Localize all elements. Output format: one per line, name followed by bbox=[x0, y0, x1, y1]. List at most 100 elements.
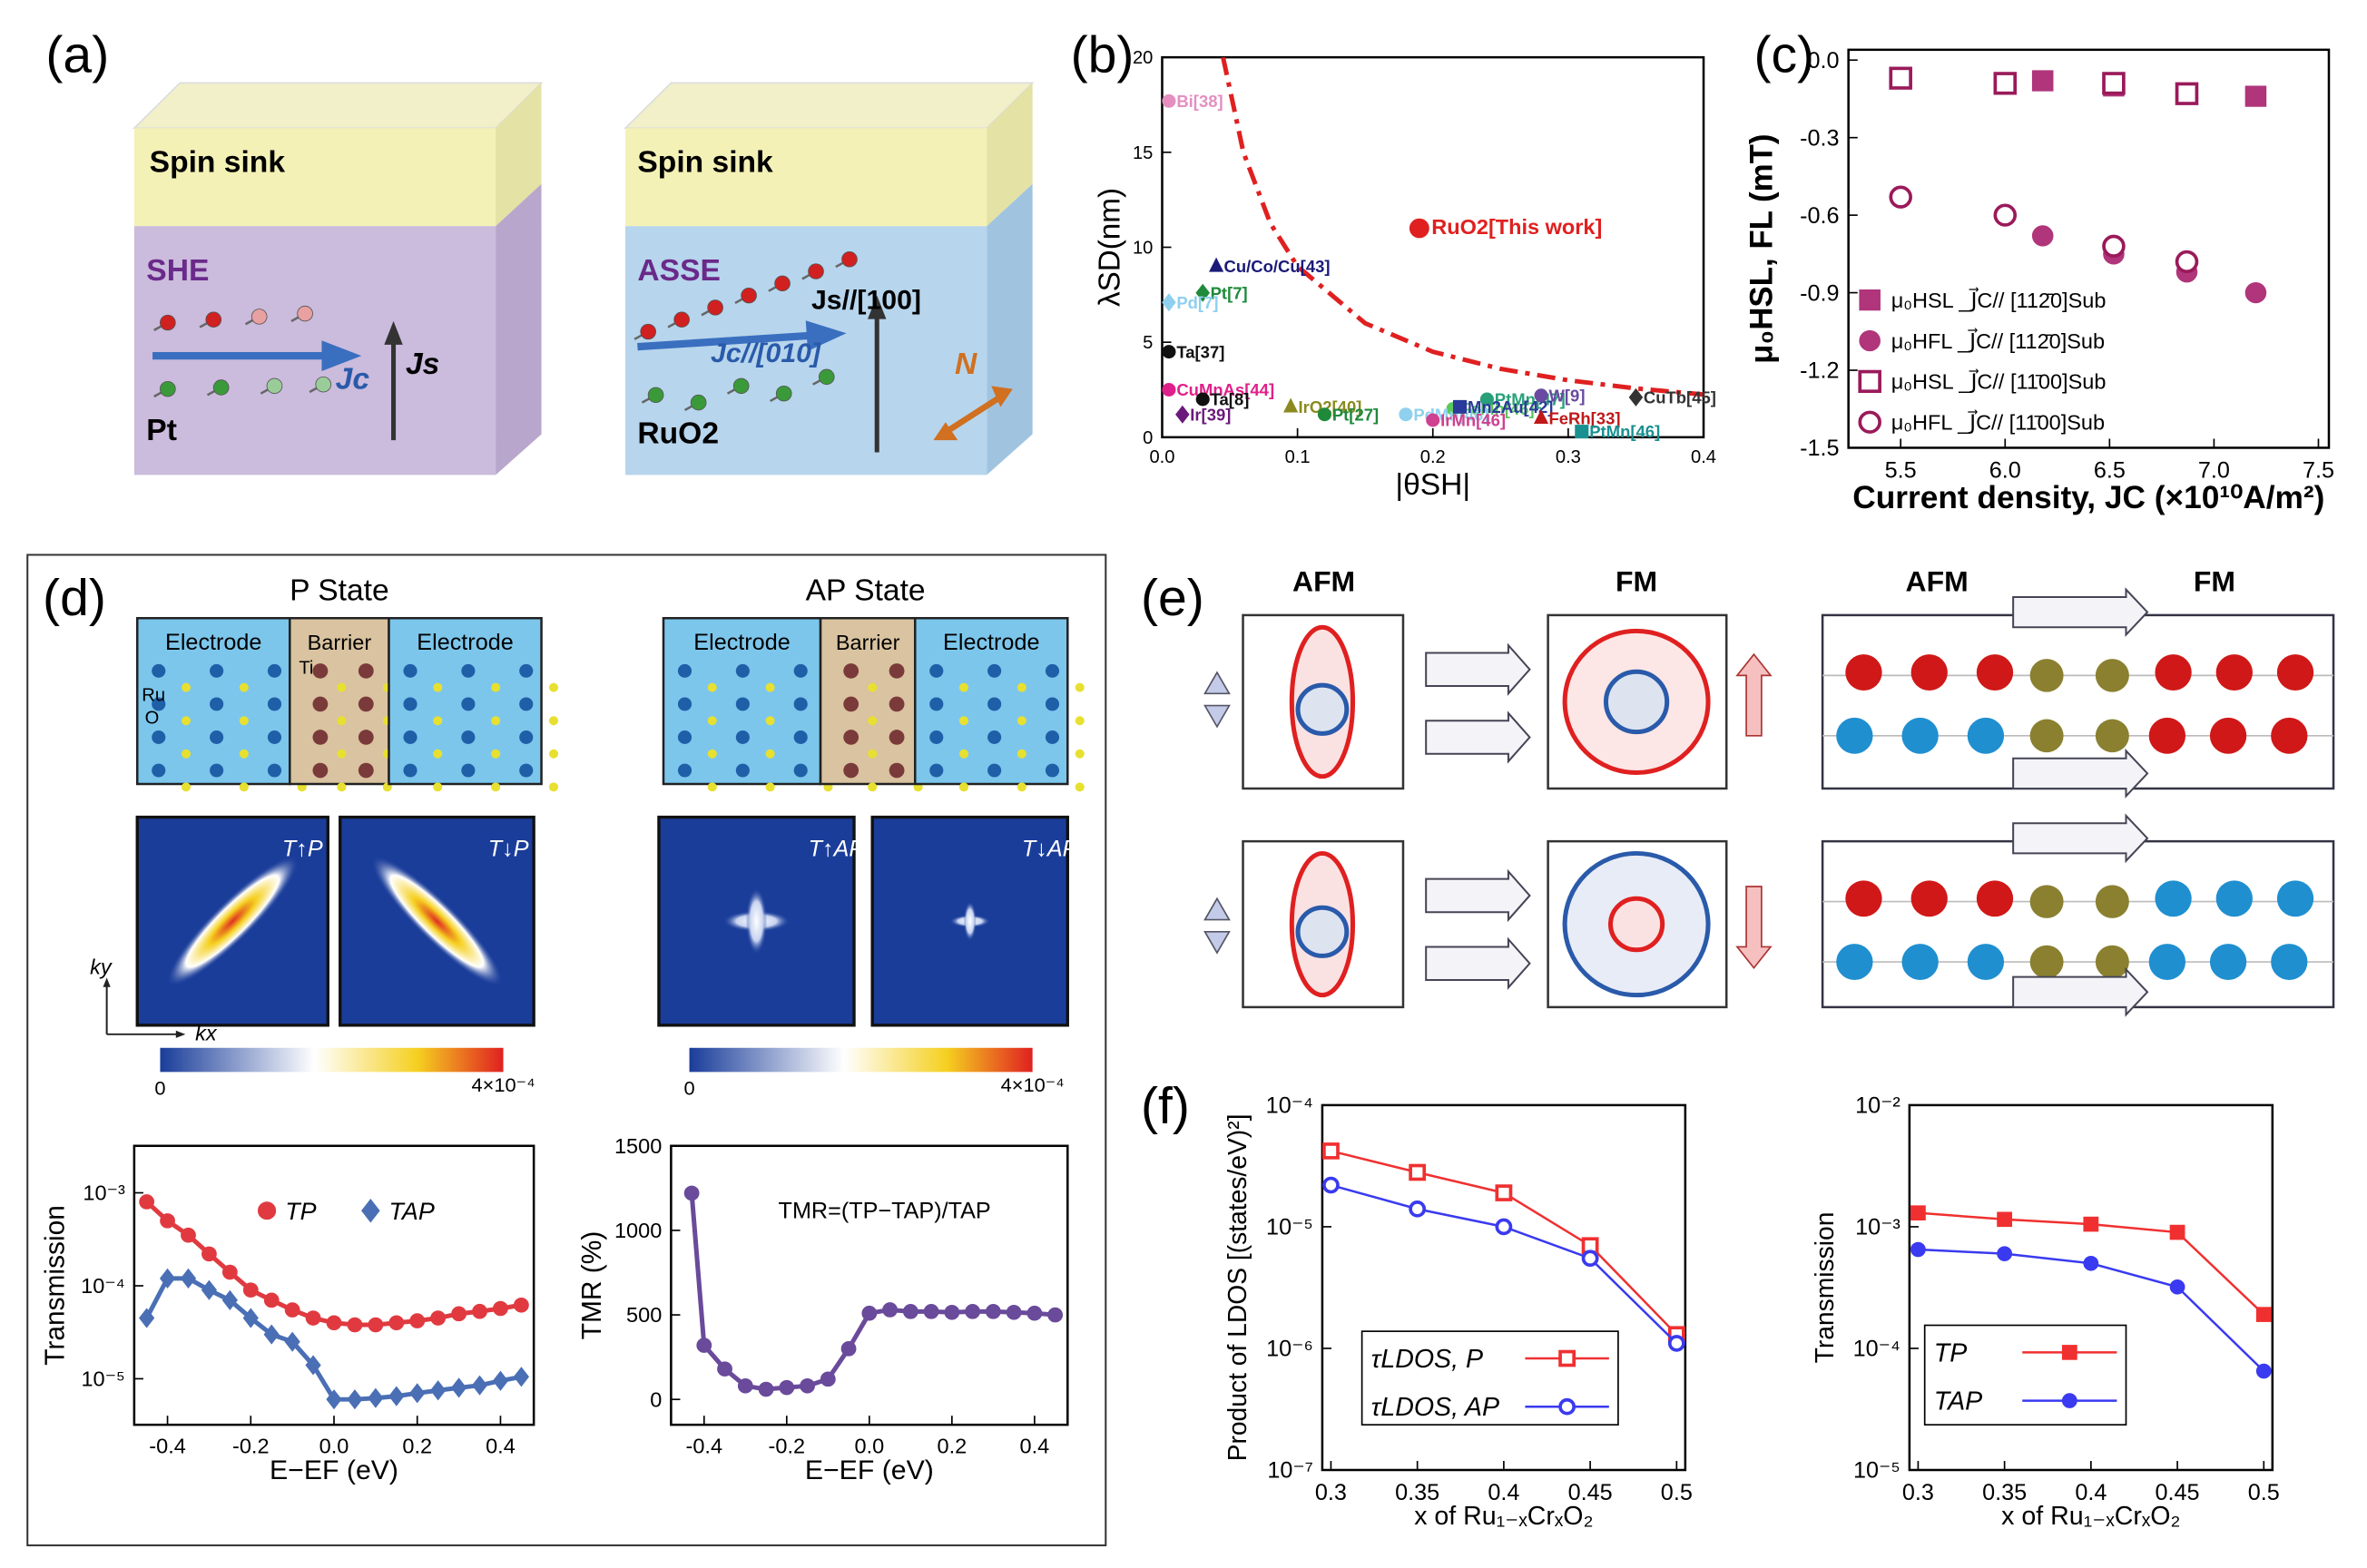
marker bbox=[471, 1375, 488, 1396]
x-axis-label: |θSH| bbox=[1395, 468, 1470, 502]
marker bbox=[1479, 392, 1494, 407]
spin-blue bbox=[1967, 944, 2005, 980]
axis-label: kx bbox=[195, 1022, 218, 1045]
atom bbox=[1045, 663, 1060, 678]
marker bbox=[2255, 1363, 2272, 1379]
spin bbox=[732, 377, 750, 395]
marker bbox=[1426, 413, 1440, 427]
atom bbox=[735, 697, 750, 711]
y-axis-label: TMR (%) bbox=[577, 1231, 607, 1340]
spin-red bbox=[1910, 880, 1948, 917]
atom bbox=[707, 682, 717, 692]
x-tick-label: 0.0 bbox=[319, 1435, 349, 1458]
x-tick-label: -0.4 bbox=[686, 1435, 723, 1458]
spin bbox=[160, 314, 176, 331]
panel-label: (a) bbox=[45, 27, 109, 84]
arrow-head bbox=[175, 1030, 186, 1038]
spin bbox=[297, 305, 313, 322]
marker bbox=[347, 1389, 363, 1410]
marker bbox=[1667, 1335, 1685, 1352]
legend-label: τLDOS, AP bbox=[1371, 1393, 1499, 1422]
spin-neutral bbox=[2095, 885, 2129, 918]
legend-label: τLDOS, P bbox=[1371, 1345, 1483, 1374]
x-tick-label: 6.0 bbox=[1989, 458, 2021, 484]
marker bbox=[944, 1304, 960, 1320]
atom bbox=[433, 749, 443, 759]
y-tick-label: 10⁻⁴ bbox=[1853, 1337, 1900, 1362]
marker bbox=[1889, 66, 1912, 90]
marker bbox=[492, 1370, 509, 1391]
marker bbox=[242, 1308, 259, 1328]
point-label: Ta[8] bbox=[1211, 390, 1250, 409]
cube-side-bottom bbox=[987, 183, 1033, 475]
marker bbox=[840, 1341, 857, 1357]
colorbar-label: 0 bbox=[683, 1076, 694, 1099]
atom bbox=[433, 782, 443, 792]
panel-label: (d) bbox=[43, 570, 106, 627]
map-feature bbox=[963, 901, 977, 942]
marker bbox=[326, 1389, 342, 1410]
block-arrow bbox=[1425, 936, 1531, 990]
atom bbox=[677, 697, 692, 711]
panel-label: (e) bbox=[1141, 570, 1204, 627]
marker bbox=[861, 1305, 878, 1321]
atom bbox=[519, 763, 534, 778]
atom bbox=[765, 749, 775, 759]
atom bbox=[929, 663, 944, 678]
panel-title: AFM bbox=[1906, 564, 1969, 597]
point-label: FeRh[33] bbox=[1548, 409, 1620, 428]
arrow-head bbox=[384, 320, 403, 345]
spin-neutral bbox=[2095, 659, 2129, 692]
marker bbox=[696, 1338, 712, 1353]
atom bbox=[461, 763, 476, 778]
atom bbox=[312, 730, 329, 745]
map-feature bbox=[166, 856, 300, 987]
y-tick-label: -1.2 bbox=[1800, 358, 1839, 384]
atom bbox=[735, 730, 750, 744]
atom bbox=[929, 763, 944, 778]
atom-label: O bbox=[145, 709, 160, 729]
x-tick-label: 0.45 bbox=[1568, 1480, 1613, 1505]
x-tick-label: -0.4 bbox=[149, 1435, 186, 1458]
marker bbox=[985, 1304, 1001, 1319]
marker bbox=[430, 1380, 447, 1401]
marker bbox=[2083, 1255, 2099, 1271]
material-label: Pt bbox=[146, 414, 177, 447]
marker bbox=[2061, 1345, 2077, 1360]
atom bbox=[433, 682, 443, 692]
marker bbox=[1209, 257, 1224, 272]
marker bbox=[201, 1279, 218, 1300]
chart: 0.3 0.35 0.4 0.45 0.5 10⁻⁵ 10⁻⁴ 10⁻³ 10⁻² x of Ru… bbox=[1811, 1093, 2280, 1531]
atom bbox=[889, 730, 905, 745]
series-line bbox=[1331, 1183, 1678, 1345]
cube-layer-bottom bbox=[624, 226, 987, 475]
y-axis-label: Product of LDOS [(states/eV)²] bbox=[1223, 1114, 1252, 1462]
map-feature bbox=[745, 887, 768, 955]
state-title: AP State bbox=[806, 573, 926, 607]
marker bbox=[1581, 1250, 1599, 1268]
spin-red bbox=[2215, 880, 2253, 917]
map-label: T↑AP bbox=[809, 837, 865, 862]
legend-label: μ₀HFL _J⃗C// [112̄0]Sub bbox=[1891, 328, 2105, 353]
atom bbox=[868, 782, 878, 792]
legend-label: μ₀HFL _J⃗C// [11̄00]Sub bbox=[1891, 409, 2105, 434]
point-label: Ir[39] bbox=[1190, 405, 1231, 424]
spin-red bbox=[1910, 654, 1948, 691]
spin-neutral bbox=[2095, 719, 2129, 753]
marker bbox=[1910, 1241, 1926, 1258]
x-tick-label: 0.5 bbox=[2248, 1480, 2280, 1505]
y-tick-label: 10⁻³ bbox=[83, 1181, 125, 1205]
marker bbox=[2102, 72, 2126, 95]
block-arrow bbox=[1425, 710, 1531, 764]
atom bbox=[987, 763, 1002, 778]
spin-blue bbox=[1836, 717, 1873, 754]
y-tick-label: 500 bbox=[626, 1303, 662, 1327]
marker bbox=[361, 1198, 380, 1223]
atom bbox=[152, 697, 166, 711]
atom bbox=[519, 697, 534, 711]
point-label: IrMn[46] bbox=[1440, 411, 1506, 430]
marker bbox=[1162, 345, 1176, 359]
marker bbox=[1997, 1211, 2013, 1228]
series-line bbox=[144, 1276, 522, 1402]
spin-red bbox=[2271, 944, 2308, 980]
